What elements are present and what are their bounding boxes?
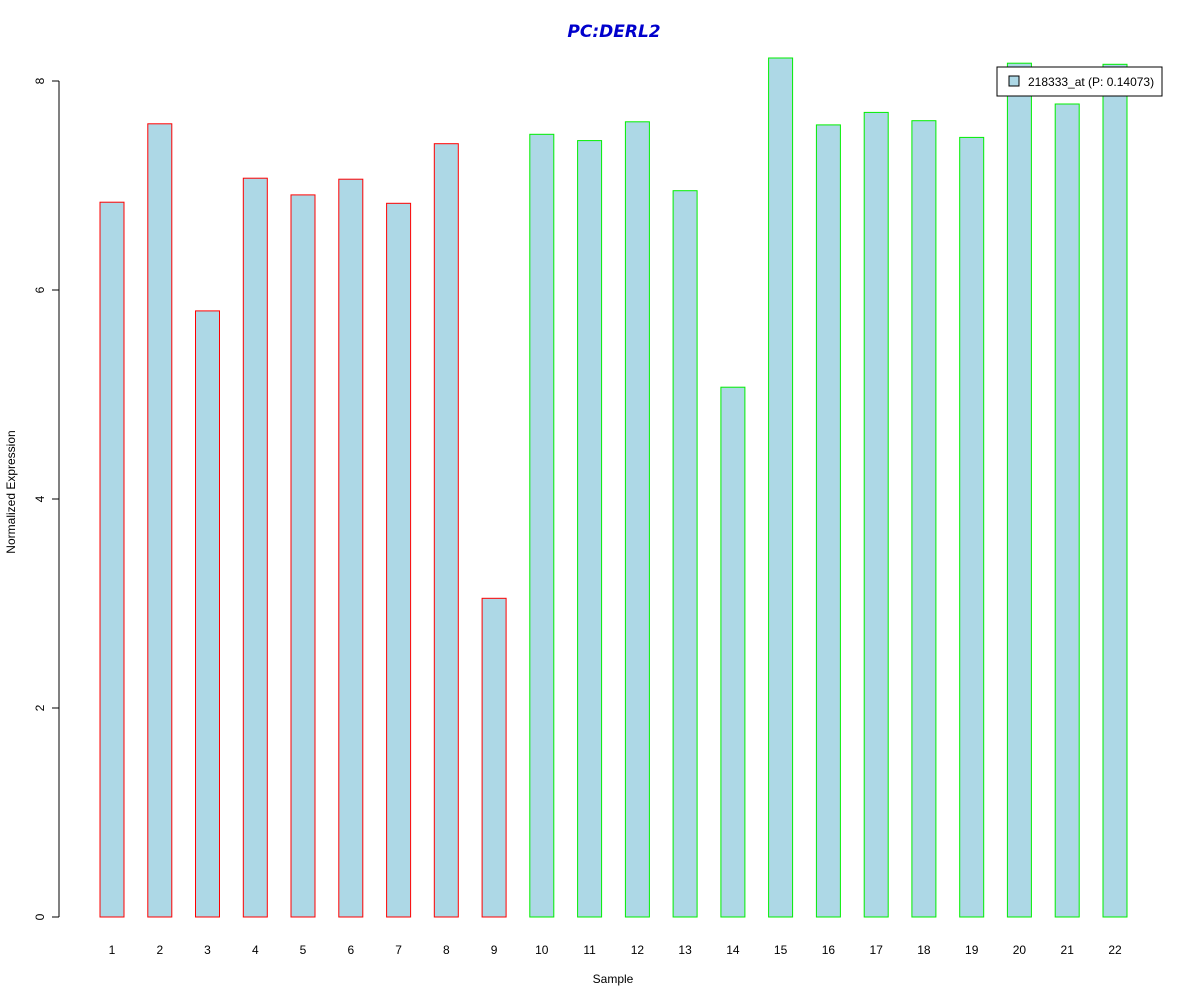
legend-box: [996, 66, 1163, 97]
bar: [195, 310, 220, 918]
bar: [99, 201, 125, 918]
bar: [720, 386, 746, 918]
x-axis-label: Sample: [593, 972, 634, 986]
legend: 218333_at (P: 0.14073): [996, 66, 1163, 97]
x-tick-label: 3: [204, 943, 211, 957]
bar: [815, 124, 841, 918]
x-tick-label: 10: [535, 943, 549, 957]
x-tick-label: 22: [1108, 943, 1122, 957]
bars: [99, 57, 1128, 918]
x-tick-label: 1: [109, 943, 116, 957]
y-tick-label: 0: [33, 913, 47, 920]
bar: [433, 143, 459, 918]
x-tick-label: 11: [583, 943, 596, 957]
x-tick-label: 15: [774, 943, 788, 957]
x-tick-label: 6: [347, 943, 354, 957]
legend-entry: 218333_at (P: 0.14073): [1028, 75, 1154, 89]
y-tick-label: 4: [33, 495, 47, 502]
x-tick-label: 13: [678, 943, 692, 957]
x-tick-label: 9: [491, 943, 498, 957]
bar: [1006, 62, 1032, 918]
bar: [863, 111, 889, 918]
y-axis-label: Normalized Expression: [4, 430, 18, 553]
bar: [1102, 63, 1128, 918]
bar: [338, 178, 364, 918]
bar: [624, 121, 650, 918]
x-tick-label: 21: [1061, 943, 1075, 957]
bar: [959, 136, 985, 918]
x-tick-label: 4: [252, 943, 259, 957]
x-tick-label: 16: [822, 943, 836, 957]
bar: [1054, 103, 1080, 918]
bar: [386, 202, 412, 918]
bar: [242, 177, 268, 918]
bar: [481, 597, 507, 918]
bar: [577, 140, 603, 918]
x-tick-label: 18: [917, 943, 931, 957]
legend-swatch: [1008, 75, 1020, 87]
x-tick-label: 7: [395, 943, 402, 957]
x-tick-label: 19: [965, 943, 979, 957]
y-tick-label: 2: [33, 704, 47, 711]
bar: [911, 120, 937, 918]
x-tick-label: 2: [156, 943, 163, 957]
y-axis: 0 2 4 6 8: [33, 77, 60, 920]
x-tick-label: 8: [443, 943, 450, 957]
chart-title: PC:DERL2: [567, 22, 660, 42]
x-axis: 1 2 3 4 5 6 7 8 9 10 11 12 13 14 15 16 17 18 19 20 21 22: [109, 943, 1122, 957]
x-tick-label: 17: [870, 943, 884, 957]
x-tick-label: 5: [300, 943, 307, 957]
bar: [768, 57, 794, 918]
y-tick-label: 8: [33, 77, 47, 84]
bar: [147, 123, 173, 918]
y-tick-label: 6: [33, 286, 47, 293]
x-tick-label: 14: [726, 943, 740, 957]
bar: [529, 133, 555, 918]
bar: [290, 194, 316, 918]
x-tick-label: 12: [631, 943, 645, 957]
x-tick-label: 20: [1013, 943, 1027, 957]
bar: [672, 190, 698, 918]
